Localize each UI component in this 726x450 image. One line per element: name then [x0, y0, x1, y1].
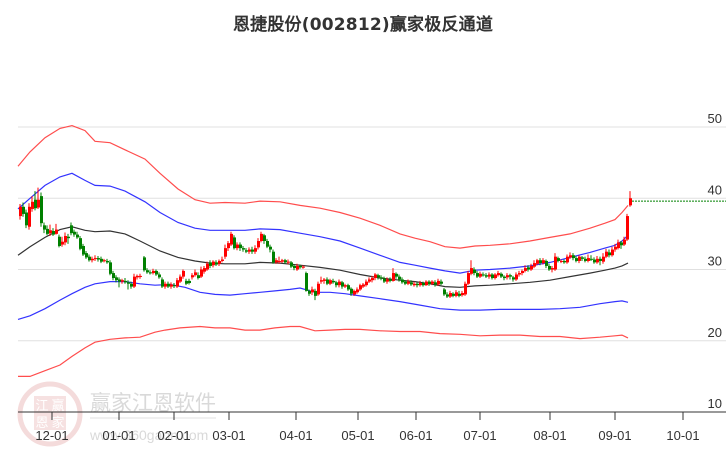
y-tick-label: 20 [708, 325, 722, 340]
watermark-url: www.360gann.com [89, 427, 208, 443]
band-lower_inner [17, 281, 629, 320]
y-tick-label: 10 [708, 396, 722, 411]
y-tick-label: 50 [708, 111, 722, 126]
watermark-brand: 赢家江恩软件 [90, 391, 216, 415]
x-tick-label: 02-01 [157, 428, 190, 443]
watermark: 江赢恩 家 赢家江恩软件 www.360gann.com [17, 381, 216, 447]
x-tick-label: 05-01 [341, 428, 374, 443]
band-lower_outer [18, 325, 629, 377]
x-tick-label: 01-01 [102, 428, 135, 443]
x-tick-label: 12-01 [35, 428, 68, 443]
band-middle [17, 226, 629, 288]
watermark-seal-char: 江 [35, 399, 48, 414]
y-tick-label: 40 [708, 182, 722, 197]
watermark-seal-char: 赢 [51, 398, 64, 414]
y-axis-labels: 10 20 30 40 50 [708, 111, 722, 411]
x-axis: 12-01 01-01 02-01 03-01 04-01 05-01 06-01 07-01… [18, 411, 726, 443]
x-tick-label: 04-01 [279, 428, 312, 443]
x-tick-label: 03-01 [212, 428, 245, 443]
x-tick-label: 10-01 [666, 428, 699, 443]
watermark-seal-char: 家 [51, 415, 64, 431]
band-upper_inner [17, 172, 629, 274]
candlesticks [19, 187, 632, 301]
channel-bands [17, 124, 629, 377]
x-tick-label: 08-01 [533, 428, 566, 443]
watermark-seal-char: 恩 [35, 416, 48, 431]
chart-title: 恩捷股份(002812)赢家极反通道 [232, 15, 494, 35]
x-tick-label: 07-01 [463, 428, 496, 443]
x-tick-label: 09-01 [598, 428, 631, 443]
y-tick-label: 30 [708, 254, 722, 269]
x-tick-label: 06-01 [399, 428, 432, 443]
band-upper_outer [17, 124, 629, 249]
